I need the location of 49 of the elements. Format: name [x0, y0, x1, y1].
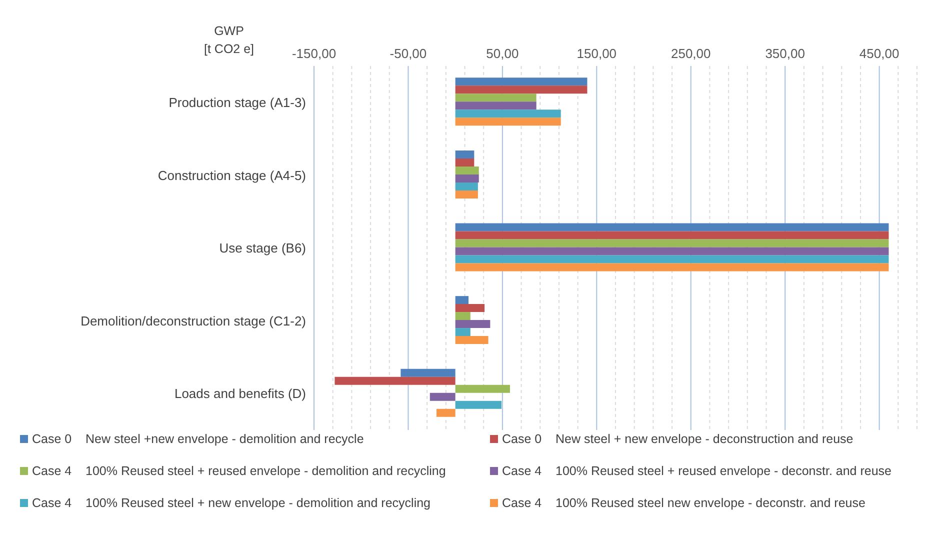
x-tick-label: 350,00 [765, 46, 805, 61]
bar [455, 255, 889, 264]
y-tick-label: Loads and benefits (D) [174, 386, 306, 402]
bar [455, 190, 478, 198]
x-tick-label: -150,00 [292, 46, 336, 61]
bar [455, 110, 561, 118]
bar [334, 376, 456, 385]
legend-label: Case 4 100% Reused steel + new envelope - demolition and recycling [32, 496, 430, 510]
bar [455, 150, 474, 158]
bar [455, 263, 889, 272]
x-tick-label: 450,00 [859, 46, 900, 61]
bar [455, 78, 588, 86]
y-tick-label: Use stage (B6) [219, 240, 306, 256]
y-tick-label: Demolition/deconstruction stage (C1-2) [80, 313, 306, 328]
legend-label: Case 4 100% Reused steel + reused envelope - deconstr. and reuse [502, 464, 892, 478]
bar [455, 239, 889, 248]
legend-label: Case 0 New steel +new envelope - demolition and recycle [32, 432, 364, 446]
bar [455, 166, 479, 174]
legend-label: Case 4 100% Reused steel new envelope - deconstr. and reuse [502, 496, 866, 510]
bar [455, 94, 536, 102]
bar [455, 182, 478, 190]
x-tick-label: 250,00 [670, 46, 711, 61]
bar [400, 368, 456, 377]
bar [455, 247, 889, 256]
x-tick-label: 50,00 [486, 46, 519, 61]
bar [455, 86, 588, 94]
x-tick-label: 150,00 [576, 46, 617, 61]
y-tick-label: Production stage (A1-3) [168, 95, 306, 110]
bar [455, 400, 502, 409]
bar [455, 174, 479, 182]
bar [455, 384, 510, 393]
bar [430, 392, 456, 401]
bar [455, 231, 889, 240]
bar [455, 102, 536, 110]
bar [455, 304, 485, 312]
y-tick-label: Construction stage (A4-5) [158, 168, 306, 183]
x-axis-title: GWP [t CO2 e] [204, 23, 254, 58]
legend-label: Case 0 New steel + new envelope - deconstruction and reuse [502, 432, 854, 446]
legend-label: Case 4 100% Reused steel + reused envelope - demolition and recycling [32, 464, 446, 478]
bar [455, 296, 469, 304]
bar [455, 158, 474, 166]
x-tick-label: -50,00 [390, 46, 427, 61]
bar [455, 328, 470, 336]
bar [455, 336, 488, 344]
bar [455, 223, 889, 232]
bar [455, 118, 561, 126]
bar [436, 408, 456, 417]
bar [455, 312, 470, 320]
bar [455, 320, 490, 328]
